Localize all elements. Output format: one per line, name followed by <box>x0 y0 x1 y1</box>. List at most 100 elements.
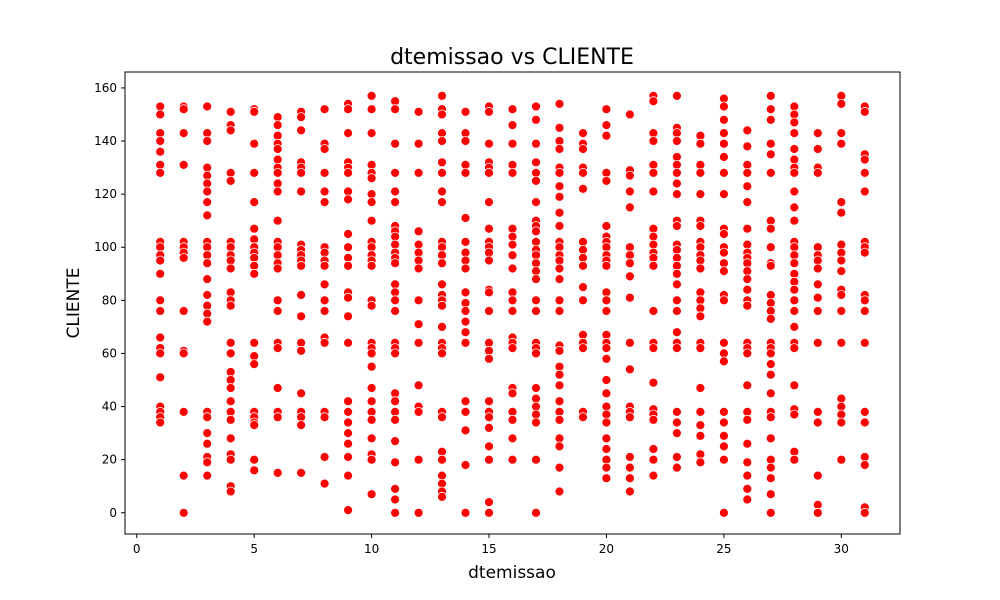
data-point <box>343 417 354 428</box>
data-point <box>742 457 753 468</box>
data-point <box>719 152 729 162</box>
x-axis-label: dtemissao <box>468 563 556 583</box>
data-point <box>648 343 659 354</box>
data-point <box>601 221 612 231</box>
data-point <box>249 167 260 178</box>
data-point <box>648 306 659 316</box>
data-point <box>437 491 447 502</box>
data-point <box>531 348 541 359</box>
data-point <box>460 306 471 316</box>
data-point <box>765 369 776 380</box>
data-point <box>719 356 729 367</box>
data-point <box>672 452 682 462</box>
data-point <box>765 167 776 178</box>
data-point <box>812 292 823 303</box>
data-point <box>554 144 565 154</box>
data-point <box>695 311 706 322</box>
data-point <box>178 470 189 481</box>
data-point <box>742 483 753 494</box>
data-point <box>178 306 189 316</box>
data-point <box>272 467 283 478</box>
data-point <box>554 380 565 391</box>
data-point <box>625 292 635 303</box>
data-point <box>601 444 612 454</box>
data-point <box>554 274 565 285</box>
data-point <box>765 359 776 370</box>
data-point <box>249 138 260 149</box>
data-point <box>719 406 729 417</box>
data-point <box>155 146 166 157</box>
data-point <box>343 128 354 139</box>
data-point <box>742 284 753 295</box>
data-point <box>390 436 401 447</box>
x-tick-label: 0 <box>133 542 141 556</box>
data-point <box>601 130 612 141</box>
data-point <box>531 114 541 125</box>
data-point <box>648 136 659 146</box>
data-point <box>390 167 401 178</box>
data-point <box>460 136 471 146</box>
data-point <box>836 417 847 428</box>
data-point <box>531 197 541 208</box>
data-point <box>531 306 541 316</box>
data-point <box>225 383 236 393</box>
data-point <box>765 433 776 444</box>
data-point <box>507 120 518 130</box>
data-point <box>648 167 659 178</box>
data-point <box>343 452 354 462</box>
y-tick-label: 20 <box>102 453 117 467</box>
data-point <box>202 457 213 468</box>
data-point <box>366 361 377 372</box>
data-point <box>859 295 870 306</box>
data-point <box>554 167 565 178</box>
data-point <box>507 454 518 465</box>
data-point <box>343 292 354 303</box>
data-point <box>390 396 401 407</box>
data-point <box>765 473 776 484</box>
data-point <box>812 144 823 154</box>
x-axis-ticks: 0 5 10 15 20 25 30 <box>133 534 849 556</box>
data-point <box>648 96 659 107</box>
data-point <box>484 412 494 423</box>
data-point <box>554 414 565 425</box>
data-point <box>296 311 307 322</box>
data-point <box>859 406 870 417</box>
data-point <box>742 181 753 192</box>
data-point <box>836 266 847 277</box>
data-point <box>366 348 377 359</box>
data-point <box>765 138 776 149</box>
data-point <box>531 175 541 186</box>
data-point <box>272 263 283 274</box>
data-point <box>249 223 260 234</box>
data-point <box>202 470 213 481</box>
data-point <box>719 128 729 139</box>
data-point <box>578 295 588 306</box>
data-point <box>484 167 494 178</box>
data-point <box>507 138 518 149</box>
data-point <box>695 167 706 178</box>
data-point <box>601 417 612 428</box>
data-point <box>390 186 401 197</box>
data-point <box>437 91 447 101</box>
data-point <box>202 101 213 112</box>
data-point <box>178 507 189 518</box>
data-point <box>625 486 635 497</box>
data-point <box>178 252 189 263</box>
data-point <box>554 122 565 133</box>
data-point <box>836 128 847 139</box>
data-point <box>225 486 236 497</box>
data-point <box>507 306 518 316</box>
data-point <box>625 473 635 484</box>
data-point <box>319 104 330 115</box>
data-point <box>484 138 494 149</box>
data-point <box>531 101 541 112</box>
data-point <box>507 295 518 306</box>
data-point <box>625 364 635 375</box>
data-point <box>836 306 847 316</box>
data-point <box>742 438 753 449</box>
data-point <box>695 383 706 393</box>
data-point <box>578 144 588 154</box>
data-point <box>648 414 659 425</box>
data-point <box>484 223 494 234</box>
data-point <box>836 197 847 208</box>
